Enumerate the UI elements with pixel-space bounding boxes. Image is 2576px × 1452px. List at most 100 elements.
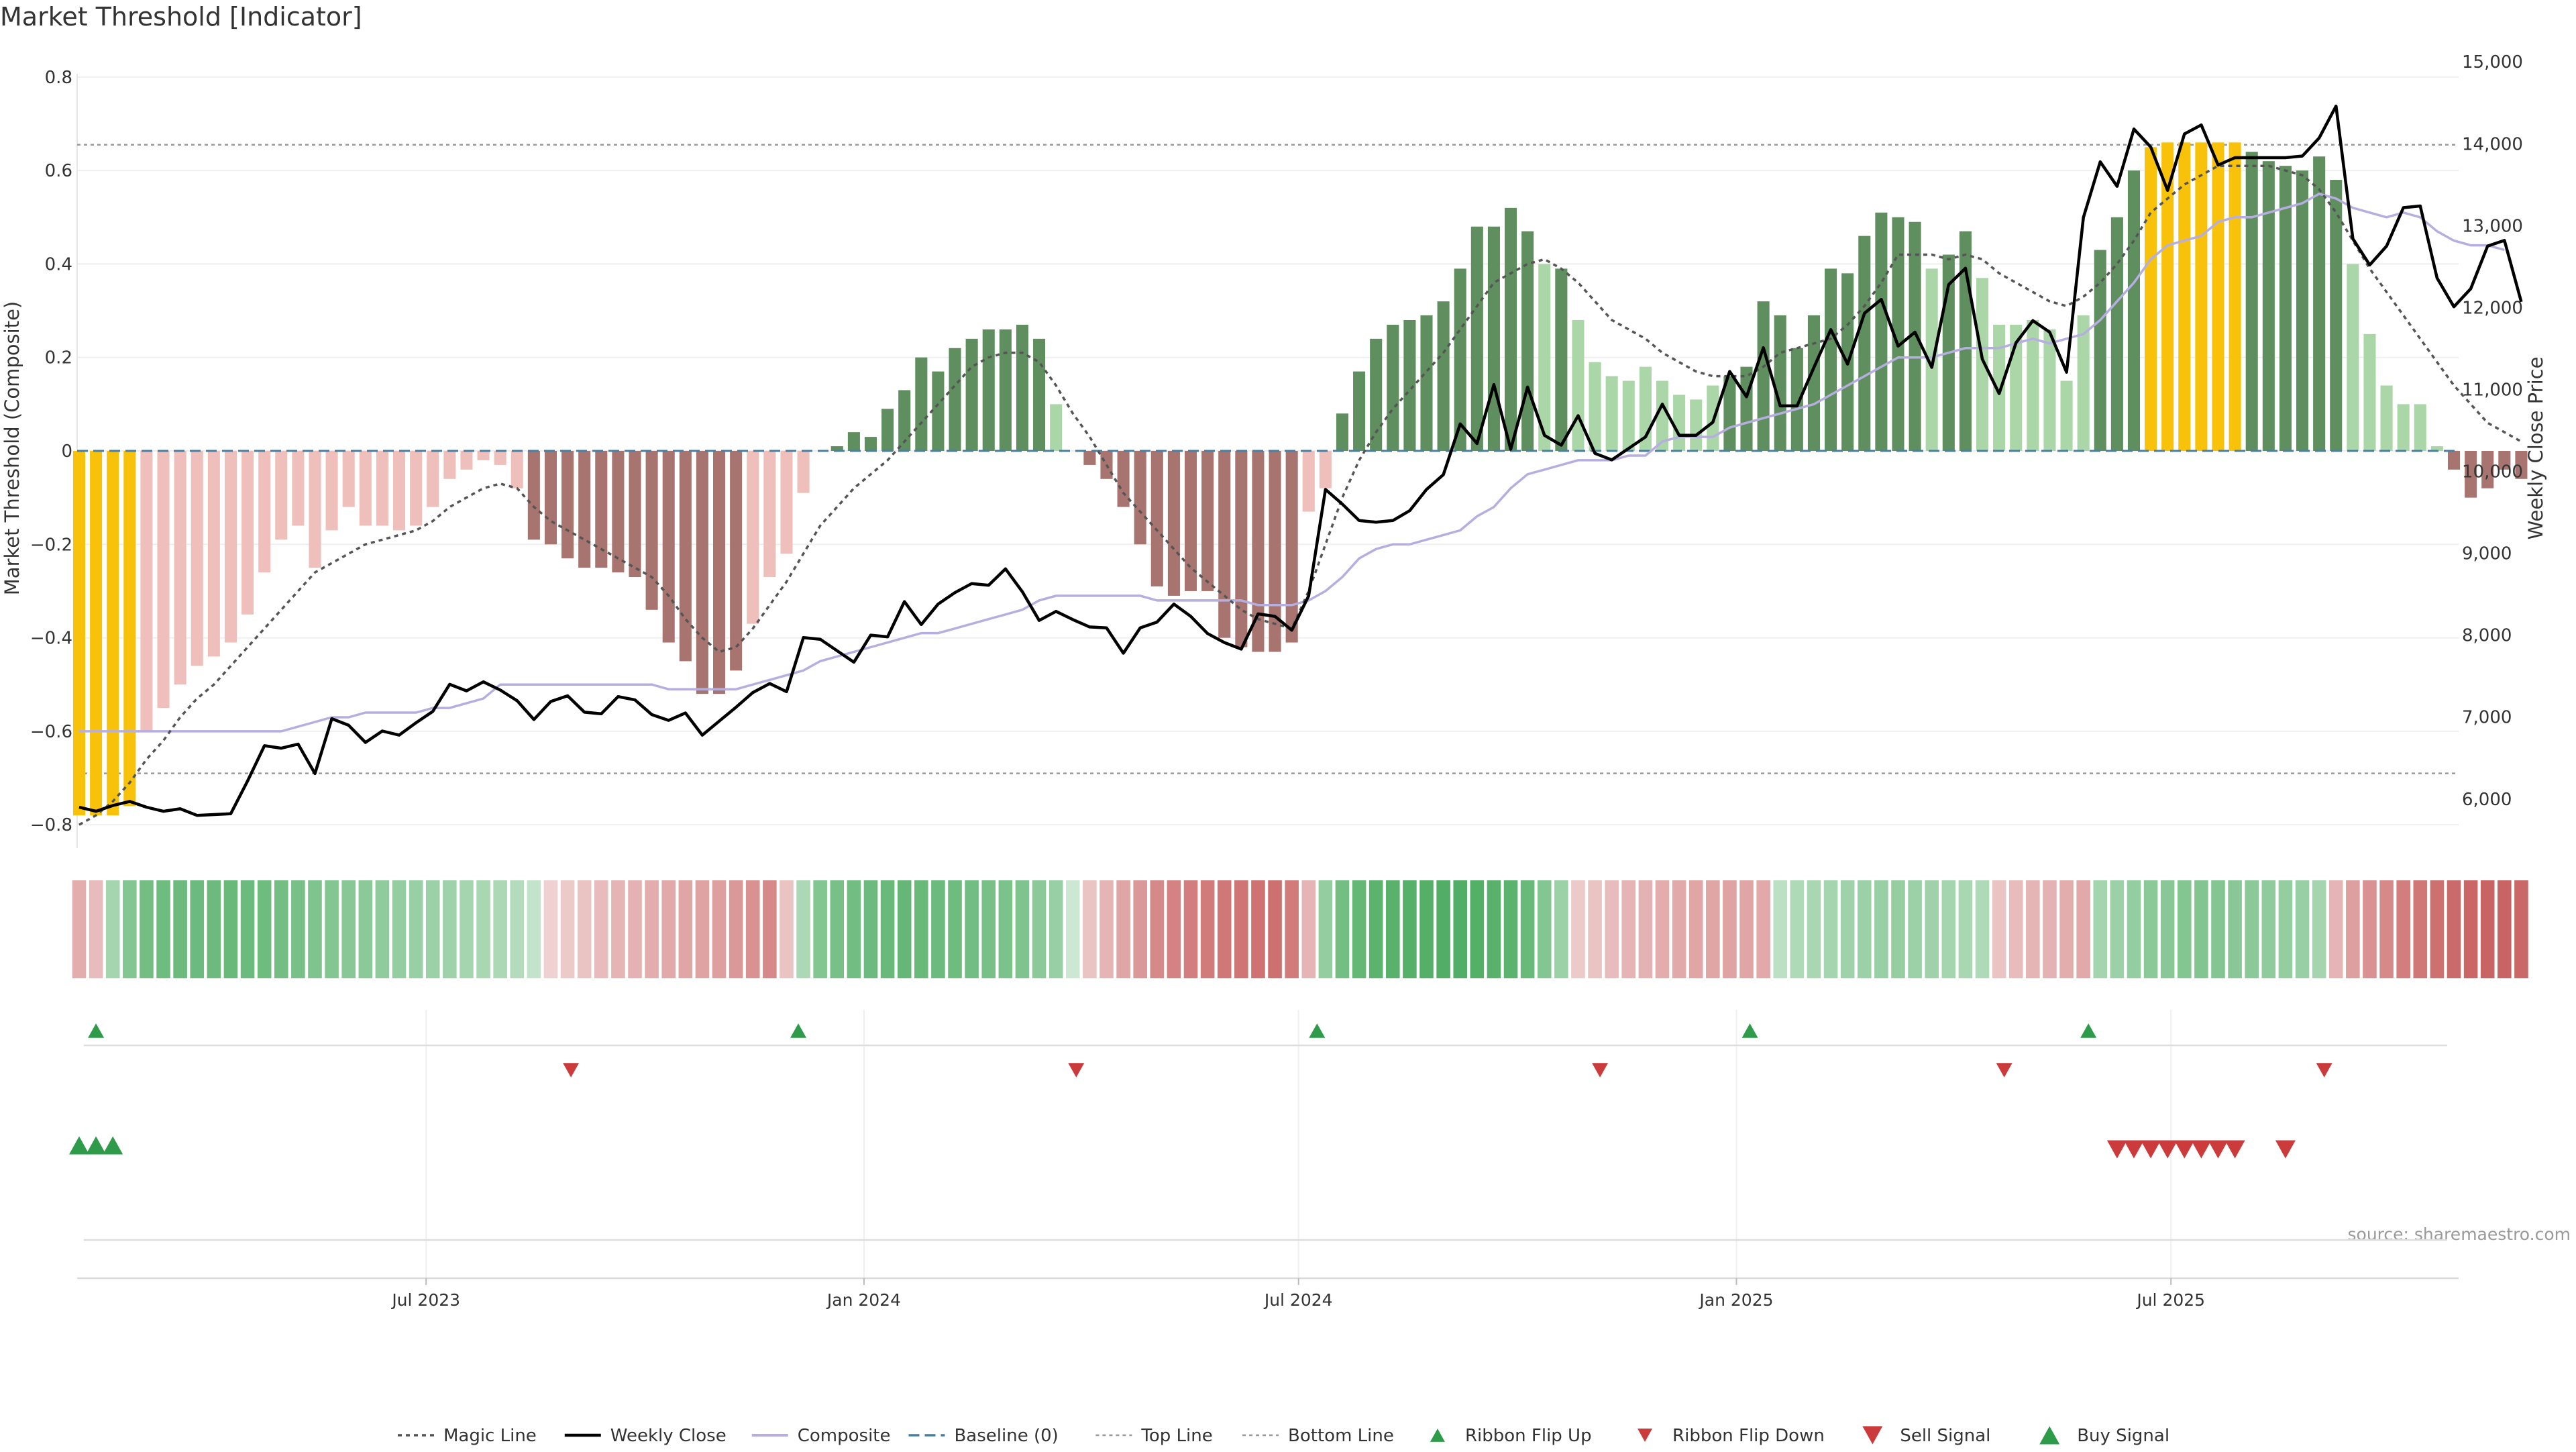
composite-bar [527, 451, 540, 540]
composite-bar [1993, 324, 2006, 451]
x-tick-label: Jan 2025 [1698, 1290, 1773, 1310]
ribbon-cell [1520, 880, 1535, 978]
composite-bar [1134, 451, 1146, 545]
sell-signal-marker [2174, 1140, 2195, 1159]
ribbon-cell [2143, 880, 2158, 978]
ribbon-cell [1638, 880, 1653, 978]
ribbon-cell [2514, 880, 2528, 978]
ribbon-cell [140, 880, 154, 978]
sell-signal-marker [2123, 1140, 2144, 1159]
composite-bar [325, 451, 338, 531]
y-tick-label: 0.8 [45, 68, 72, 88]
composite-bar [561, 451, 574, 559]
composite-bar [1690, 399, 1703, 451]
composite-bar [1605, 376, 1618, 451]
composite-bar [1807, 315, 1820, 451]
composite-bar [1858, 236, 1871, 451]
ribbon-cell [1049, 880, 1063, 978]
composite-bar [864, 437, 877, 451]
y-tick-label: 0.6 [45, 161, 72, 181]
composite-bar [1656, 380, 1669, 451]
composite-bar [1909, 221, 1921, 451]
composite-bar [1774, 315, 1786, 451]
composite-bar [1403, 319, 1416, 451]
composite-bar [90, 451, 103, 816]
composite-bar [2077, 315, 2090, 451]
ribbon-cell [1436, 880, 1450, 978]
ribbon-cell [2447, 880, 2461, 978]
composite-bar [1083, 451, 1096, 465]
ribbon-cell [729, 880, 743, 978]
ribbon-cell [965, 880, 979, 978]
ribbon-cell [1857, 880, 1872, 978]
composite-bar [275, 451, 288, 540]
ribbon-cell [493, 880, 507, 978]
legend-label: Weekly Close [610, 1426, 727, 1446]
ribbon-cell [1234, 880, 1248, 978]
ribbon-cell [1368, 880, 1383, 978]
buy-signal-marker [69, 1136, 89, 1155]
ribbon-cell [611, 880, 625, 978]
legend-label: Bottom Line [1288, 1426, 1394, 1446]
legend-label: Composite [798, 1426, 891, 1446]
y-tick-label: −0.4 [30, 629, 72, 649]
x-tick-label: Jul 2023 [390, 1290, 460, 1310]
composite-bar [696, 451, 708, 694]
ribbon-cell [1621, 880, 1636, 978]
legend-symbol-triangle-up-large [2039, 1426, 2060, 1445]
ribbon-cell [1605, 880, 1619, 978]
ribbon-cell [2463, 880, 2478, 978]
ribbon-cell [1268, 880, 1282, 978]
composite-bar [1790, 348, 1803, 451]
composite-bar [1387, 324, 1399, 451]
composite-bar [1487, 226, 1500, 451]
ribbon-cell [2498, 880, 2512, 978]
composite-bar [511, 451, 523, 488]
composite-bar [612, 451, 625, 573]
ribbon-cell [527, 880, 541, 978]
composite-bar [1319, 451, 1332, 488]
ribbon-flip-up-marker [790, 1023, 807, 1038]
composite-bar [2447, 451, 2461, 470]
composite-bar [2363, 333, 2376, 451]
ribbon-cell [291, 880, 305, 978]
ribbon-cell [1083, 880, 1097, 978]
ribbon-cell [2093, 880, 2108, 978]
ribbon-cell [661, 880, 676, 978]
composite-bar [2110, 217, 2123, 451]
ribbon-cell [1217, 880, 1232, 978]
ribbon-cell [1167, 880, 1181, 978]
composite-bar [410, 451, 423, 526]
ribbon-cell [1200, 880, 1215, 978]
composite-bar [2178, 142, 2191, 451]
composite-bar [679, 451, 692, 662]
composite-bar [578, 451, 591, 568]
ribbon-cell [1840, 880, 1855, 978]
ribbon-cell [847, 880, 861, 978]
composite-bar [1740, 366, 1753, 451]
composite-bar [1555, 268, 1568, 451]
source-credit: source: sharemaestro.com [2348, 1225, 2571, 1244]
legend-symbol-triangle-down-small [1638, 1429, 1653, 1442]
composite-bar [2127, 170, 2141, 451]
y2-tick-label: 11,000 [2462, 380, 2523, 400]
composite-bar [881, 409, 894, 451]
ribbon-cell [2379, 880, 2394, 978]
composite-bar [830, 446, 843, 451]
composite-bar [780, 451, 793, 554]
buy-signal-marker [86, 1136, 107, 1155]
composite-bar [359, 451, 372, 526]
ribbon-cell [510, 880, 525, 978]
ribbon-cell [2396, 880, 2410, 978]
ribbon-cell [257, 880, 272, 978]
ribbon-cell [628, 880, 642, 978]
ribbon-cell [1386, 880, 1400, 978]
composite-bar [292, 451, 305, 526]
y2-tick-label: 10,000 [2462, 462, 2523, 482]
composite-bar [2027, 319, 2039, 451]
ribbon-cell [998, 880, 1013, 978]
composite-bar [1976, 278, 1989, 451]
composite-bar [392, 451, 406, 531]
composite-bar [932, 371, 945, 451]
